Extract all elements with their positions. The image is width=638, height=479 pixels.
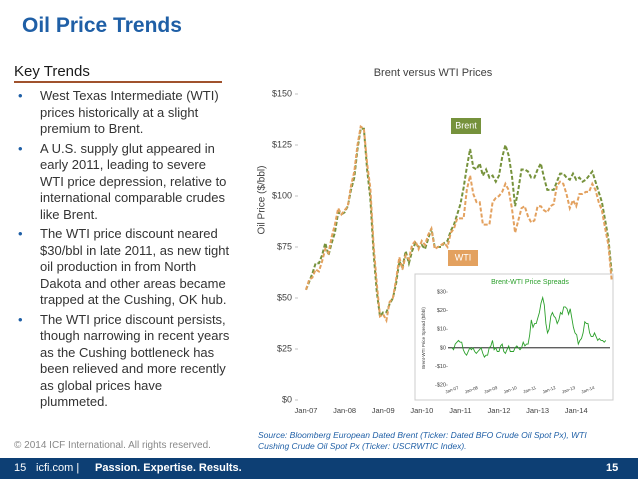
page-number: 15 <box>14 462 27 474</box>
brand-site: icfi.com | <box>36 462 80 474</box>
series-label: WTI <box>455 252 472 262</box>
x-tick-label: Jan-10 <box>503 385 518 395</box>
inset-box <box>414 273 614 401</box>
series-line <box>305 127 613 319</box>
x-tick-label: Jan-09 <box>372 406 395 415</box>
y-tick-label: -$10 <box>435 364 446 370</box>
series-line <box>305 124 613 324</box>
x-tick-label: Jan-13 <box>526 406 549 415</box>
y-tick-label: $20 <box>437 308 446 314</box>
y-tick-label: $0 <box>440 345 446 351</box>
slide-title: Oil Price Trends <box>22 14 182 37</box>
copyright: © 2014 ICF International. All rights res… <box>14 440 211 451</box>
bullet: A U.S. supply glut appeared in early 201… <box>16 141 230 224</box>
x-tick-label: Jan-13 <box>561 385 576 395</box>
bullet: The WTI price discount persists, though … <box>16 312 230 411</box>
series-label-box <box>451 118 481 134</box>
source-note: Source: Bloomberg European Dated Brent (… <box>258 430 587 451</box>
tagline: Passion. Expertise. Results. <box>95 462 242 474</box>
y-axis-label: Oil Price ($/bbl) <box>257 166 268 235</box>
y-tick-label: $30 <box>437 289 446 295</box>
x-tick-label: Jan-11 <box>522 385 537 394</box>
x-tick-label: Jan-12 <box>488 406 511 415</box>
x-tick-label: Jan-09 <box>483 385 498 395</box>
x-tick-label: Jan-11 <box>449 406 471 415</box>
chart-title: Brent-WTI Price Spreads <box>491 279 569 286</box>
bullet-list: West Texas Intermediate (WTI) prices his… <box>16 88 230 414</box>
y-tick-label: -$20 <box>435 382 446 388</box>
page-number: 15 <box>606 462 619 474</box>
series-label-box <box>448 250 478 266</box>
y-tick-label: $25 <box>277 343 292 353</box>
series-label: Brent <box>455 120 477 130</box>
bullet: West Texas Intermediate (WTI) prices his… <box>16 88 230 138</box>
x-tick-label: Jan-10 <box>410 406 433 415</box>
x-tick-label: Jan-14 <box>565 406 588 415</box>
footer: 15 icfi.com | Passion. Expertise. Result… <box>0 458 638 479</box>
x-tick-label: Jan-12 <box>542 385 557 395</box>
y-axis-label: Brent-WTI Price Spread ($/bbl) <box>421 307 426 369</box>
x-tick-label: Jan-07 <box>445 385 460 395</box>
bullet: The WTI price discount neared $30/bbl in… <box>16 226 230 309</box>
x-tick-label: Jan-08 <box>464 385 479 395</box>
series-line <box>451 295 607 358</box>
x-tick-label: Jan-07 <box>295 406 318 415</box>
y-tick-label: $75 <box>277 241 292 251</box>
x-tick-label: Jan-14 <box>581 385 596 395</box>
section-heading: Key Trends <box>14 63 222 83</box>
y-tick-label: $50 <box>277 292 292 302</box>
y-tick-label: $100 <box>272 190 292 200</box>
y-tick-label: $125 <box>272 139 292 149</box>
y-tick-label: $150 <box>272 88 292 98</box>
chart-title: Brent versus WTI Prices <box>374 67 493 79</box>
y-tick-label: $10 <box>437 327 446 333</box>
x-tick-label: Jan-08 <box>333 406 356 415</box>
y-tick-label: $0 <box>282 394 292 404</box>
